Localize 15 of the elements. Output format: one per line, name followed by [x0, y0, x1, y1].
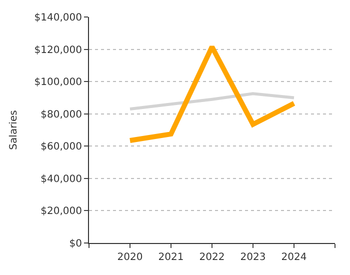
- x-tick-label: 2024: [281, 252, 307, 263]
- y-tick-label: $140,000: [34, 12, 82, 24]
- y-tick-label: $20,000: [40, 206, 82, 218]
- y-axis-title: Salaries: [8, 110, 20, 150]
- x-tick-label: 2021: [158, 252, 184, 263]
- x-tick-label: 2020: [117, 252, 143, 263]
- y-tick-label: $120,000: [34, 44, 82, 56]
- y-tick-label: $40,000: [40, 174, 82, 185]
- x-tick-label: 2023: [240, 252, 266, 263]
- y-tick-label: $0: [69, 238, 82, 250]
- y-tick-label: $80,000: [40, 109, 82, 120]
- line-series: [128, 92, 296, 111]
- y-tick-label: $100,000: [34, 77, 82, 88]
- y-tick-label: $60,000: [40, 142, 82, 153]
- x-tick-label: 2022: [199, 252, 225, 263]
